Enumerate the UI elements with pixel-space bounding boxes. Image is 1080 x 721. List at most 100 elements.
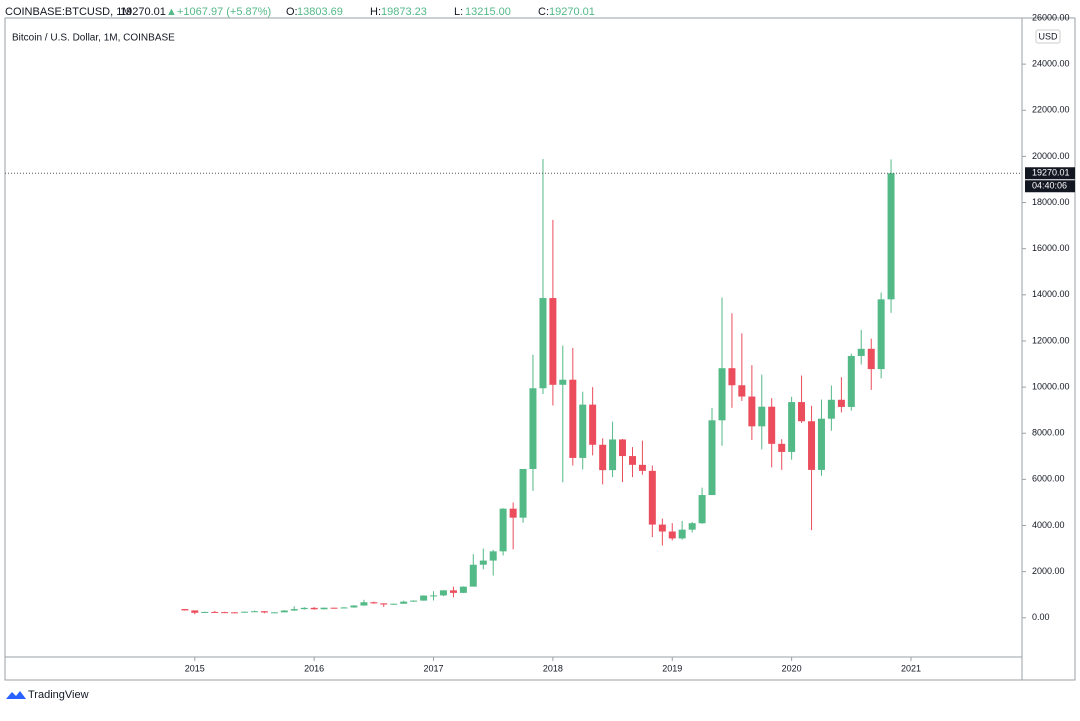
subtitle: Bitcoin / U.S. Dollar, 1M, COINBASE: [12, 33, 175, 44]
candle-body: [380, 603, 388, 605]
y-tick-label: 14000.00: [1032, 289, 1070, 299]
x-tick-label: 2017: [424, 663, 444, 673]
x-tick-label: 2018: [543, 663, 563, 673]
candle-body: [579, 404, 587, 458]
candle-body: [758, 406, 766, 427]
candle-body: [310, 607, 318, 610]
logo: TradingView: [6, 689, 89, 701]
logo-icon: [6, 691, 26, 699]
x-tick-label: 2016: [304, 663, 324, 673]
currency-box: [1035, 29, 1061, 44]
y-tick-label: 0.00: [1032, 612, 1050, 622]
candle-body: [181, 609, 189, 611]
candle-body: [320, 607, 328, 610]
candle-body: [738, 385, 746, 397]
candle-body: [360, 602, 368, 606]
candle-body: [201, 611, 209, 613]
last-price: 19270.01: [120, 6, 166, 18]
candle-body: [778, 443, 786, 452]
candle-body: [629, 456, 637, 465]
y-tick-label: 26000.00: [1032, 12, 1070, 22]
ohlc-label: L:: [454, 6, 463, 18]
candle-body: [221, 612, 229, 614]
candle-body: [599, 444, 607, 471]
candle-body: [559, 379, 567, 385]
candle-body: [817, 418, 825, 470]
candle-body: [290, 609, 298, 611]
candle-body: [529, 388, 537, 469]
candle-body: [589, 404, 597, 445]
candle-body: [430, 595, 438, 597]
candle-body: [350, 605, 358, 608]
symbol: COINBASE:BTCUSD, 1M: [5, 6, 132, 18]
candle-body: [798, 402, 806, 422]
y-tick-label: 22000.00: [1032, 105, 1070, 115]
candle-body: [748, 396, 756, 427]
x-tick-label: 2021: [901, 663, 921, 673]
candle-body: [827, 399, 835, 419]
candle-body: [191, 610, 199, 613]
ohlc-value: 19270.01: [549, 6, 595, 18]
candle-body: [648, 470, 656, 525]
candle-body: [887, 173, 895, 300]
candle-body: [300, 607, 308, 610]
ohlc-value: 13803.69: [297, 6, 343, 18]
candle-body: [519, 468, 527, 518]
candle-body: [867, 348, 875, 370]
y-tick-label: 18000.00: [1032, 197, 1070, 207]
candle-body: [330, 607, 338, 609]
ohlc-value: 19873.23: [381, 6, 427, 18]
currency: USD: [1038, 31, 1058, 41]
ohlc-label: H:: [370, 6, 381, 18]
candle-body: [489, 551, 497, 561]
candle-body: [678, 529, 686, 539]
x-tick-label: 2020: [782, 663, 802, 673]
candle-body: [420, 595, 428, 601]
ohlc-label: C:: [538, 6, 549, 18]
candle-body: [618, 439, 626, 457]
brand: TradingView: [28, 689, 89, 701]
candle-body: [469, 564, 477, 587]
frame: [4, 17, 1076, 681]
candle-body: [688, 523, 696, 530]
y-tick-label: 12000.00: [1032, 335, 1070, 345]
candle-body: [410, 600, 418, 602]
candle-body: [847, 355, 855, 407]
candle-body: [718, 368, 726, 421]
candle-body: [638, 464, 646, 471]
candle-body: [539, 298, 547, 389]
candle-body: [439, 590, 447, 596]
y-tick-label: 8000.00: [1032, 428, 1065, 438]
candle-body: [250, 611, 258, 613]
candle-body: [788, 402, 796, 452]
candle-body: [260, 611, 268, 613]
candle-body: [698, 495, 706, 524]
candle-body: [499, 508, 507, 552]
y-tick-label: 24000.00: [1032, 59, 1070, 69]
candle-body: [479, 560, 487, 565]
candle-body: [877, 299, 885, 370]
last-price-label: 19270.01: [1032, 168, 1070, 178]
candle-body: [459, 586, 467, 593]
candle-body: [837, 399, 845, 407]
candle-body: [808, 421, 816, 470]
candle-body: [370, 602, 378, 604]
candle-body: [609, 439, 617, 471]
candle-body: [857, 348, 865, 356]
y-tick-label: 10000.00: [1032, 381, 1070, 391]
candle-body: [241, 611, 249, 613]
x-tick-label: 2019: [662, 663, 682, 673]
last-price-box: [1025, 167, 1075, 180]
ohlc-value: 13215.00: [465, 6, 511, 18]
header: COINBASE:BTCUSD, 1M 19270.01 ▲ +1067.97 …: [5, 6, 271, 18]
countdown: 04:40:06: [1032, 181, 1067, 191]
countdown-box: [1025, 180, 1075, 193]
candle-body: [728, 368, 736, 386]
y-tick-label: 6000.00: [1032, 474, 1065, 484]
y-tick-label: 16000.00: [1032, 243, 1070, 253]
candle-body: [569, 379, 577, 458]
candle-body: [449, 590, 457, 593]
x-tick-label: 2015: [185, 663, 205, 673]
